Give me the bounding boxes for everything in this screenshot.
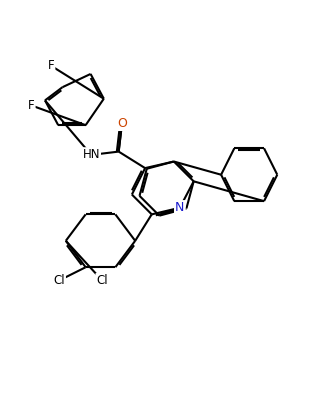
Text: HN: HN [83, 148, 100, 162]
Text: N: N [175, 201, 185, 214]
Text: F: F [28, 99, 34, 112]
Text: F: F [48, 59, 54, 72]
Text: Cl: Cl [54, 274, 65, 287]
Text: HN: HN [83, 148, 100, 162]
Text: O: O [117, 117, 127, 130]
Text: N: N [175, 201, 185, 214]
Text: F: F [28, 99, 34, 112]
Text: Cl: Cl [96, 274, 108, 287]
Text: O: O [117, 117, 127, 130]
Text: F: F [48, 59, 54, 72]
